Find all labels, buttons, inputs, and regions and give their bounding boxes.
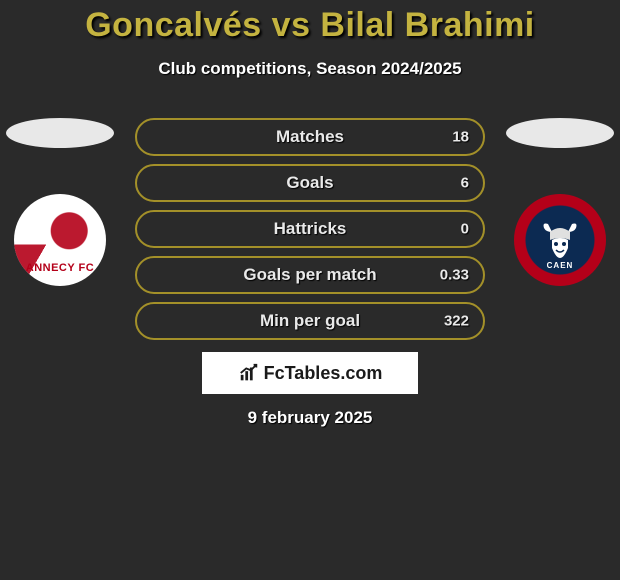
right-club-name: CAEN: [528, 261, 592, 270]
subtitle: Club competitions, Season 2024/2025: [0, 59, 620, 79]
stat-value-right: 0.33: [440, 267, 469, 284]
bar-chart-icon: [238, 362, 260, 384]
stat-value-right: 6: [461, 175, 469, 192]
comparison-card: Goncalvés vs Bilal Brahimi Club competit…: [0, 0, 620, 79]
stat-row: Hattricks 0: [135, 210, 485, 248]
stat-value-right: 0: [461, 221, 469, 238]
stat-value-right: 18: [452, 129, 469, 146]
brand-box[interactable]: FcTables.com: [202, 352, 418, 394]
right-club-badge: CAEN: [514, 194, 606, 286]
viking-icon: [538, 218, 582, 262]
caen-inner-circle: CAEN: [528, 208, 592, 272]
stat-row: Min per goal 322: [135, 302, 485, 340]
stat-value-right: 322: [444, 313, 469, 330]
stats-column: Matches 18 Goals 6 Hattricks 0 Goals per…: [135, 118, 485, 348]
stat-label: Goals: [286, 173, 333, 193]
stat-label: Matches: [276, 127, 344, 147]
left-flag-ellipse: [6, 118, 114, 148]
page-title: Goncalvés vs Bilal Brahimi: [0, 0, 620, 45]
brand-text: FcTables.com: [264, 363, 383, 384]
stat-label: Goals per match: [243, 265, 376, 285]
right-flag-ellipse: [506, 118, 614, 148]
right-player-column: CAEN: [505, 118, 615, 286]
stat-row: Goals per match 0.33: [135, 256, 485, 294]
stat-row: Matches 18: [135, 118, 485, 156]
left-player-column: ANNECY FC: [5, 118, 115, 286]
footer-date: 9 february 2025: [248, 408, 373, 428]
stat-row: Goals 6: [135, 164, 485, 202]
left-club-name: ANNECY FC: [14, 262, 106, 274]
stat-label: Min per goal: [260, 311, 360, 331]
stat-label: Hattricks: [274, 219, 347, 239]
left-club-badge: ANNECY FC: [14, 194, 106, 286]
